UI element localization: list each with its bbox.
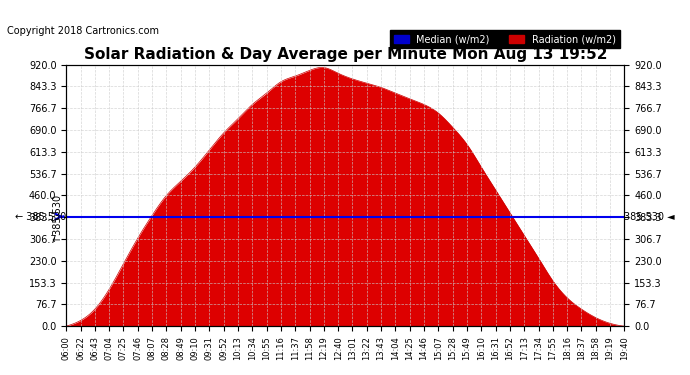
- Text: ← 385.530: ← 385.530: [15, 211, 66, 222]
- Text: 385.530 ◄: 385.530 ◄: [624, 211, 675, 222]
- Text: Copyright 2018 Cartronics.com: Copyright 2018 Cartronics.com: [7, 26, 159, 36]
- Legend: Median (w/m2), Radiation (w/m2): Median (w/m2), Radiation (w/m2): [390, 30, 620, 48]
- Title: Solar Radiation & Day Average per Minute Mon Aug 13 19:52: Solar Radiation & Day Average per Minute…: [83, 47, 607, 62]
- Text: ↑385.530: ↑385.530: [50, 192, 61, 241]
